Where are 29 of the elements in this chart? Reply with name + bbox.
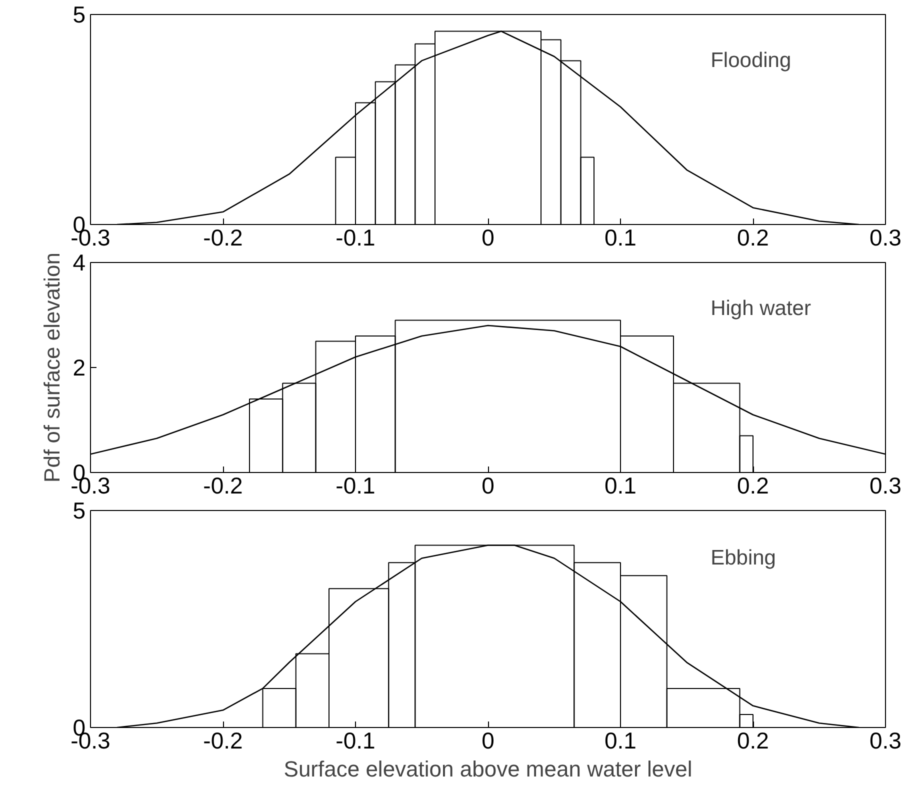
y-axis-title: Pdf of surface elevation xyxy=(40,252,65,482)
x-tick-label: 0 xyxy=(482,224,494,250)
x-tick-label: -0.2 xyxy=(203,224,243,250)
y-tick-label: 4 xyxy=(72,250,86,276)
x-tick-label: 0.3 xyxy=(870,728,902,754)
x-tick-label: 0.3 xyxy=(870,224,902,250)
x-tick-label: 0.1 xyxy=(604,472,636,498)
x-tick-label: 0.1 xyxy=(604,224,636,250)
annotation: Ebbing xyxy=(710,546,776,570)
x-tick-label: 0 xyxy=(482,472,494,498)
y-tick-label: 2 xyxy=(72,354,86,380)
annotation: High water xyxy=(710,297,811,320)
x-tick-label: -0.1 xyxy=(336,224,376,250)
x-tick-label: -0.1 xyxy=(336,728,376,754)
x-axis-title: Surface elevation above mean water level xyxy=(284,756,692,782)
x-tick-label: 0.2 xyxy=(737,728,769,754)
x-tick-label: 0.2 xyxy=(737,472,769,498)
y-tick-label: 5 xyxy=(72,498,86,524)
x-tick-label: 0.1 xyxy=(604,728,636,754)
line-series xyxy=(116,544,860,728)
x-tick-label: 0.2 xyxy=(737,224,769,250)
x-tick-label: -0.2 xyxy=(203,728,243,754)
annotation: Flooding xyxy=(710,49,792,72)
x-tick-label: -0.2 xyxy=(203,472,243,498)
x-tick-label: 0.3 xyxy=(870,472,902,498)
y-tick-label: 5 xyxy=(72,2,86,28)
x-tick-label: 0 xyxy=(482,728,494,754)
x-tick-label: -0.1 xyxy=(336,472,376,498)
line-series xyxy=(116,30,860,224)
